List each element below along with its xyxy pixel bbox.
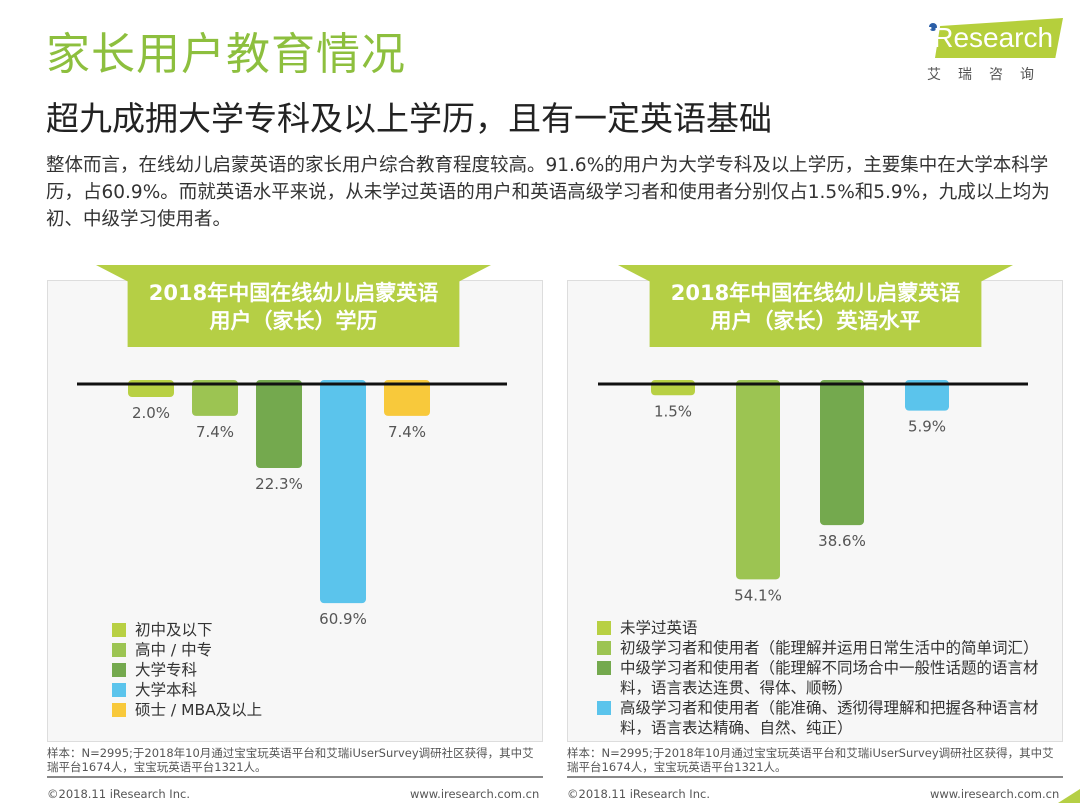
- chart-title-banner: 2018年中国在线幼儿启蒙英语 用户（家长）英语水平: [618, 265, 1013, 347]
- iresearch-logo: iResearch 艾瑞咨询: [925, 14, 1065, 84]
- legend-label: 高级学习者和使用者（能准确、透彻得理解和把握各种语言材料，语言表达精确、自然、纯…: [620, 699, 1039, 737]
- logo-text: iResearch: [927, 22, 1054, 53]
- legend-item: 未学过英语: [597, 618, 1047, 638]
- legend-english: 未学过英语初级学习者和使用者（能理解并运用日常生活中的简单词汇） 中级学习者和使用…: [597, 618, 1047, 738]
- legend-label: 高中 / 中专: [135, 641, 213, 659]
- sample-note: 样本：N=2995;于2018年10月通过宝宝玩英语平台和艾瑞iUserSurv…: [47, 746, 543, 778]
- legend-item: 高中 / 中专: [112, 640, 512, 660]
- bar: [256, 380, 302, 469]
- legend-label: 大学本科: [135, 681, 198, 699]
- legend-swatch: [597, 661, 611, 675]
- data-label: 22.3%: [255, 475, 303, 493]
- bar: [905, 380, 949, 411]
- copyright: ©2018.11 iResearch Inc.: [47, 787, 190, 801]
- page-subtitle: 超九成拥大学专科及以上学历，且有一定英语基础: [46, 99, 772, 138]
- legend-education: 初中及以下高中 / 中专 大学专科大学本科硕士 / MBA及以上: [112, 620, 512, 720]
- legend-item: 硕士 / MBA及以上: [112, 700, 512, 720]
- legend-label: 中级学习者和使用者（能理解不同场合中一般性话题的语言材料，语言表达连贯、得体、顺…: [620, 659, 1039, 697]
- legend-label: 初级学习者和使用者（能理解并运用日常生活中的简单词汇）: [620, 639, 1039, 657]
- chart-title-line2: 用户（家长）英语水平: [710, 309, 921, 333]
- legend-item: 大学专科: [112, 660, 512, 680]
- summary-text: 整体而言，在线幼儿启蒙英语的家长用户综合教育程度较高。91.6%的用户为大学专科…: [46, 155, 1050, 230]
- bar: [320, 380, 366, 604]
- legend-item: 高级学习者和使用者（能准确、透彻得理解和把握各种语言材料，语言表达精确、自然、纯…: [597, 698, 1047, 738]
- page-title: 家长用户教育情况: [46, 29, 406, 80]
- chart-panel-education: [47, 280, 543, 742]
- bar: [192, 380, 238, 416]
- website-url[interactable]: www.iresearch.com.cn: [410, 787, 540, 801]
- legend-item: 初中及以下: [112, 620, 512, 640]
- website-url[interactable]: www.iresearch.com.cn: [930, 787, 1060, 801]
- chart-title-line1: 2018年中国在线幼儿启蒙英语: [670, 281, 961, 305]
- legend-item: 中级学习者和使用者（能理解不同场合中一般性话题的语言材料，语言表达连贯、得体、顺…: [597, 658, 1047, 698]
- legend-label: 初中及以下: [135, 621, 213, 639]
- chart-title-line1: 2018年中国在线幼儿启蒙英语: [148, 281, 439, 305]
- data-label: 7.4%: [388, 423, 426, 441]
- legend-swatch: [597, 701, 611, 715]
- legend-label: 大学专科: [135, 661, 198, 679]
- bar: [384, 380, 430, 416]
- sample-note: 样本：N=2995;于2018年10月通过宝宝玩英语平台和艾瑞iUserSurv…: [567, 746, 1063, 778]
- chart-title-banner: 2018年中国在线幼儿启蒙英语 用户（家长）学历: [96, 265, 491, 347]
- legend-label: 未学过英语: [620, 619, 698, 637]
- data-label: 7.4%: [196, 423, 234, 441]
- data-label: 38.6%: [818, 532, 866, 550]
- data-label: 1.5%: [654, 402, 692, 420]
- data-label: 54.1%: [734, 586, 782, 604]
- legend-swatch: [112, 623, 126, 637]
- legend-swatch: [597, 621, 611, 635]
- bar: [820, 380, 864, 526]
- bar: [651, 380, 695, 396]
- legend-label: 硕士 / MBA及以上: [135, 701, 263, 719]
- legend-item: 初级学习者和使用者（能理解并运用日常生活中的简单词汇）: [597, 638, 1047, 658]
- copyright: ©2018.11 iResearch Inc.: [567, 787, 710, 801]
- data-label: 5.9%: [908, 418, 946, 436]
- data-label: 60.9%: [319, 610, 367, 628]
- legend-item: 大学本科: [112, 680, 512, 700]
- data-label: 2.0%: [132, 404, 170, 422]
- legend-swatch: [112, 643, 126, 657]
- legend-swatch: [112, 703, 126, 717]
- legend-swatch: [112, 683, 126, 697]
- logo-cn: 艾瑞咨询: [927, 67, 1051, 83]
- chart-title-line2: 用户（家长）学历: [209, 309, 378, 333]
- legend-swatch: [112, 663, 126, 677]
- legend-swatch: [597, 641, 611, 655]
- chart-panel-english: [567, 280, 1063, 742]
- bar: [736, 380, 780, 580]
